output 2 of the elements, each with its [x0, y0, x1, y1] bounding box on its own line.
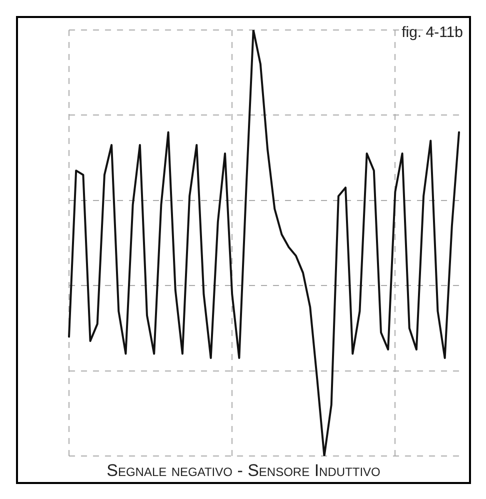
annotation: fig. 4-11b	[402, 24, 463, 41]
text: Segnale negativo - Sensore Induttivo	[106, 461, 382, 481]
